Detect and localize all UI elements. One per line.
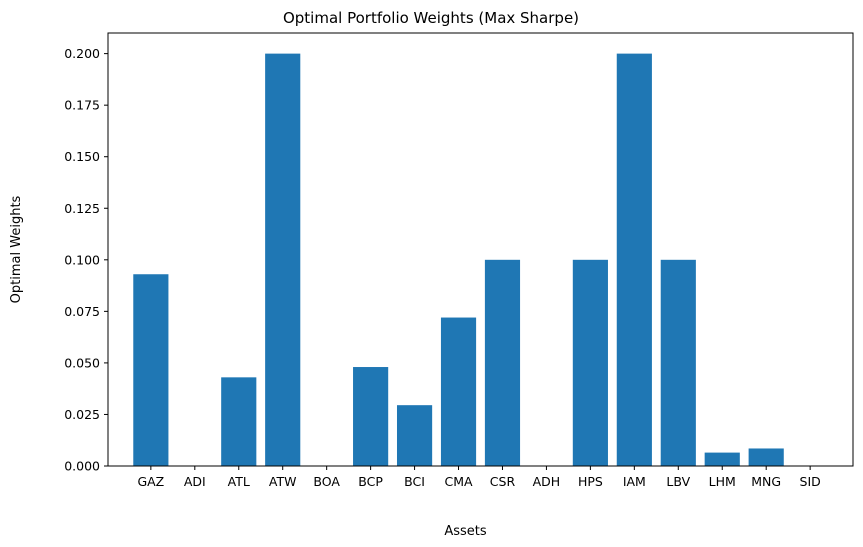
x-tick-label: BOA <box>313 474 340 489</box>
x-tick-label: CSR <box>490 474 516 489</box>
y-tick-label: 0.125 <box>64 201 100 216</box>
x-tick-label: MNG <box>751 474 781 489</box>
chart-title: Optimal Portfolio Weights (Max Sharpe) <box>283 9 579 27</box>
bars-group <box>133 53 784 466</box>
x-tick-label: ADH <box>533 474 561 489</box>
y-tick-label: 0.175 <box>64 98 100 113</box>
bar-atw <box>265 53 301 466</box>
y-tick-label: 0.000 <box>64 459 100 474</box>
x-tick-label: LBV <box>666 474 690 489</box>
x-tick-label: ATL <box>228 474 250 489</box>
y-tick-label: 0.100 <box>64 252 100 267</box>
plot-frame <box>107 32 854 467</box>
y-tick-label: 0.200 <box>64 46 100 61</box>
bar-csr <box>484 259 521 466</box>
bar-hps <box>572 259 608 466</box>
bar-cma <box>440 317 477 466</box>
y-axis: 0.000 0.025 0.050 0.075 0.100 0.125 0.150 0.175… <box>64 46 108 474</box>
y-tick-label: 0.050 <box>64 355 100 370</box>
bar-bci <box>396 405 433 466</box>
y-tick-label: 0.025 <box>64 407 100 422</box>
bar-lhm <box>704 452 740 466</box>
x-tick-label: LHM <box>709 474 736 489</box>
x-axis-label: Assets <box>444 524 487 539</box>
x-tick-label: CMA <box>444 474 473 489</box>
bar-lbv <box>660 259 696 466</box>
bar-atl <box>221 377 257 466</box>
bar-gaz <box>133 274 169 466</box>
x-tick-label: GAZ <box>137 474 164 489</box>
bar-mng <box>748 448 784 466</box>
x-tick-label: ADI <box>184 474 206 489</box>
bar-iam <box>616 53 652 466</box>
bar-bcp <box>353 367 389 466</box>
y-tick-label: 0.150 <box>64 149 100 164</box>
x-tick-label: BCP <box>358 474 383 489</box>
x-tick-label: IAM <box>623 474 646 489</box>
x-tick-label: ATW <box>269 474 297 489</box>
x-axis: GAZ ADI ATL ATW BOA BCP BCI CMA CSR ADH HPS IAM LBV L… <box>137 466 821 489</box>
y-axis-label: Optimal Weights <box>9 195 24 303</box>
x-tick-label: BCI <box>404 474 425 489</box>
x-tick-label: HPS <box>578 474 603 489</box>
x-tick-label: SID <box>800 474 821 489</box>
y-tick-label: 0.075 <box>64 304 100 319</box>
